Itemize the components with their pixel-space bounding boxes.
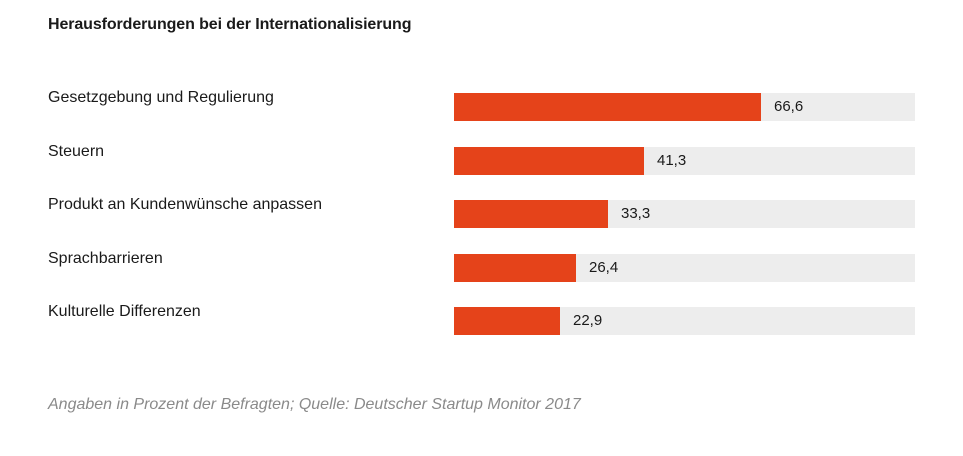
category-label: Produkt an Kundenwünsche anpassen bbox=[48, 196, 322, 213]
value-label: 41,3 bbox=[657, 152, 687, 169]
bar-row: Steuern 41,3 bbox=[0, 143, 963, 175]
bar bbox=[454, 147, 644, 175]
source-note: Angaben in Prozent der Befragten; Quelle… bbox=[48, 396, 581, 413]
value-label: 33,3 bbox=[621, 205, 651, 222]
bar-track: 66,6 bbox=[454, 93, 915, 121]
bar-row: Produkt an Kundenwünsche anpassen 33,3 bbox=[0, 196, 963, 228]
bar-track: 33,3 bbox=[454, 200, 915, 228]
category-label: Steuern bbox=[48, 143, 105, 160]
bar bbox=[454, 200, 608, 228]
bar-row: Gesetzgebung und Regulierung 66,6 bbox=[0, 89, 963, 121]
chart-title: Herausforderungen bei der Internationali… bbox=[48, 16, 412, 33]
value-label: 26,4 bbox=[589, 259, 619, 276]
value-label: 66,6 bbox=[774, 98, 804, 115]
bar bbox=[454, 254, 576, 282]
bar bbox=[454, 307, 560, 335]
category-label: Sprachbarrieren bbox=[48, 250, 163, 267]
category-label: Gesetzgebung und Regulierung bbox=[48, 89, 274, 106]
bar-track: 26,4 bbox=[454, 254, 915, 282]
bar-track: 41,3 bbox=[454, 147, 915, 175]
bar-track: 22,9 bbox=[454, 307, 915, 335]
value-label: 22,9 bbox=[573, 312, 603, 329]
bar bbox=[454, 93, 761, 121]
bar-row: Kulturelle Differenzen 22,9 bbox=[0, 303, 963, 335]
bar-row: Sprachbarrieren 26,4 bbox=[0, 250, 963, 282]
category-label: Kulturelle Differenzen bbox=[48, 303, 201, 320]
